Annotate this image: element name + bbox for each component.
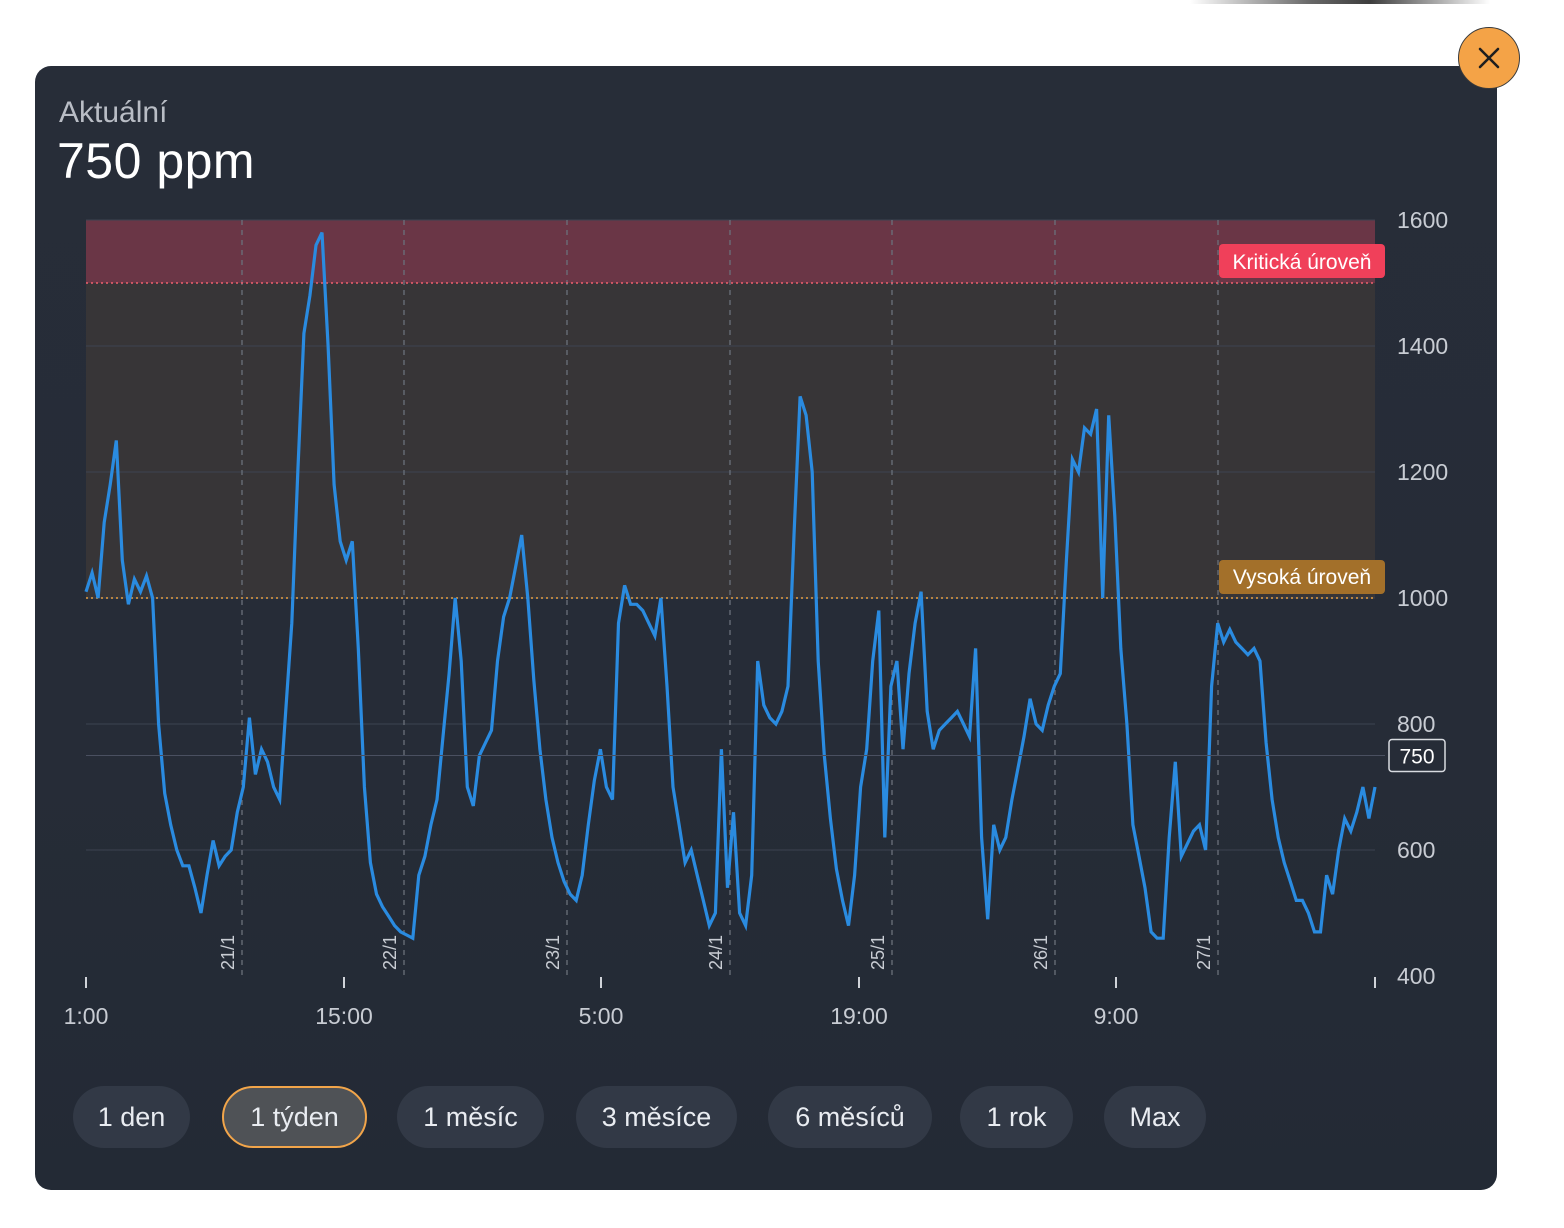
- close-icon: [1478, 47, 1500, 69]
- close-button[interactable]: [1458, 27, 1520, 89]
- range-button-7[interactable]: Max: [1104, 1086, 1206, 1148]
- critical-label-box: [1219, 244, 1385, 278]
- range-button-3[interactable]: 1 měsíc: [397, 1086, 544, 1148]
- y-tick-label: 600: [1397, 837, 1435, 863]
- current-label: Aktuální: [59, 96, 168, 129]
- critical-label: Kritická úroveň: [1233, 251, 1372, 274]
- day-label: 22/1: [380, 935, 400, 970]
- range-button-5[interactable]: 6 měsíců: [768, 1086, 932, 1148]
- day-label: 27/1: [1194, 935, 1214, 970]
- x-tick-label: 1:00: [64, 1003, 109, 1029]
- range-button-2[interactable]: 1 týden: [222, 1086, 367, 1148]
- day-label: 25/1: [868, 935, 888, 970]
- day-label: 21/1: [218, 935, 238, 970]
- x-tick-label: 15:00: [315, 1003, 373, 1029]
- co2-chart: 21/1 22/1 23/1 24/1 25/1 26/1 27/1 Kritická úro…: [64, 207, 1449, 1029]
- day-label: 24/1: [706, 935, 726, 970]
- x-tick-label: 5:00: [579, 1003, 624, 1029]
- background-stroke: [1190, 0, 1490, 4]
- co2-series-line: [84, 231, 1377, 941]
- y-tick-label: 1000: [1397, 585, 1448, 611]
- current-value-tag: 750: [1399, 746, 1434, 769]
- range-button-1[interactable]: 1 den: [73, 1086, 190, 1148]
- range-button-6[interactable]: 1 rok: [960, 1086, 1073, 1148]
- y-tick-label: 800: [1397, 711, 1435, 737]
- range-button-4[interactable]: 3 měsíce: [576, 1086, 737, 1148]
- y-tick-label: 400: [1397, 963, 1435, 989]
- y-tick-label: 1400: [1397, 333, 1448, 359]
- y-tick-label: 1600: [1397, 207, 1448, 233]
- x-tick-label: 19:00: [830, 1003, 888, 1029]
- day-label: 26/1: [1031, 935, 1051, 970]
- high-label-box: [1219, 560, 1385, 594]
- x-tick-label: 9:00: [1094, 1003, 1139, 1029]
- current-value: 750 ppm: [57, 133, 256, 189]
- day-label: 23/1: [543, 935, 563, 970]
- y-tick-label: 1200: [1397, 459, 1448, 485]
- chart-dialog: Aktuální 750 ppm 21/1 22/1 23/1 24/1 25/1 26/…: [35, 66, 1497, 1190]
- current-value-box: [1388, 738, 1446, 773]
- high-label: Vysoká úroveň: [1233, 566, 1371, 589]
